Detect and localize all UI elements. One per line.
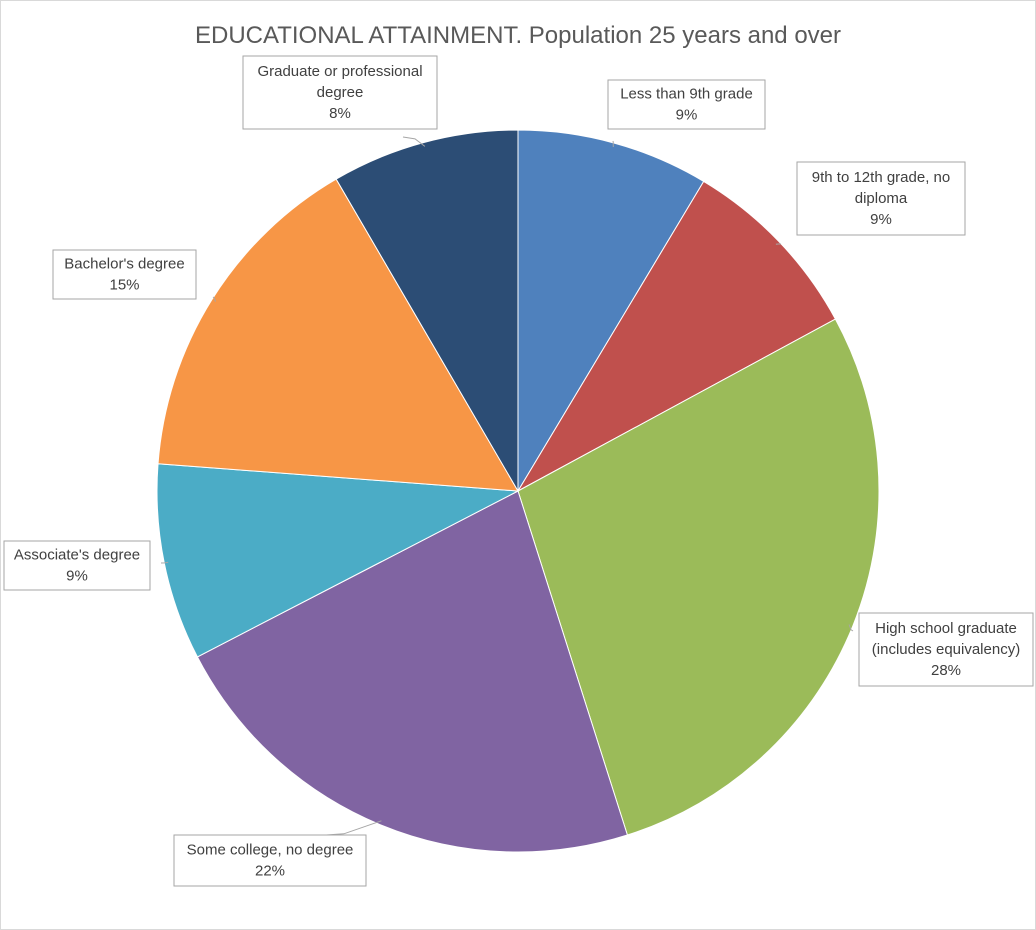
data-label-1: 9th to 12th grade, no diploma 9%: [775, 161, 966, 245]
leader-line-4: [160, 561, 169, 564]
data-label-3: Some college, no degree 22%: [173, 820, 382, 887]
pie-slice-0: [517, 129, 705, 493]
slice-percent-label: 9%: [676, 107, 698, 124]
callout-box-1: [796, 161, 966, 236]
data-label-5: Bachelor's degree 15%: [52, 249, 216, 302]
pie-slice-5: [157, 178, 519, 492]
slice-percent-label: 15%: [109, 277, 139, 294]
slice-category-label: (includes equivalency): [872, 641, 1020, 658]
data-label-6: Graduate or professional degree 8%: [242, 55, 438, 147]
data-label-4: Associate's degree 9%: [3, 540, 169, 591]
callout-box-2: [858, 612, 1034, 687]
slice-percent-label: 8%: [329, 105, 351, 122]
slice-percent-label: 22%: [255, 863, 285, 880]
leader-line-6: [402, 136, 426, 147]
slice-category-label: Bachelor's degree: [64, 256, 184, 273]
callout-box-0: [607, 79, 766, 130]
slice-percent-label: 28%: [931, 662, 961, 679]
slice-category-label: Some college, no degree: [187, 842, 354, 859]
slice-category-label: Less than 9th grade: [620, 86, 753, 103]
pie-slice-3: [196, 490, 629, 853]
chart-title: EDUCATIONAL ATTAINMENT. Population 25 ye…: [195, 22, 841, 49]
data-label-0: Less than 9th grade 9%: [607, 79, 766, 148]
callout-box-4: [3, 540, 151, 591]
slice-category-label: High school graduate: [875, 620, 1017, 637]
slice-category-label: Graduate or professional: [257, 63, 422, 80]
pie-slice-2: [517, 318, 880, 836]
slice-percent-label: 9%: [66, 568, 88, 585]
data-label-2: High school graduate (includes equivalenc…: [848, 612, 1034, 687]
leader-line-2: [848, 624, 854, 632]
callout-box-3: [173, 834, 367, 887]
pie-slices: [156, 129, 880, 853]
callout-box-5: [52, 249, 197, 300]
slice-category-label: diploma: [855, 190, 908, 207]
slice-percent-label: 9%: [870, 211, 892, 228]
leader-line-5: [212, 296, 216, 302]
pie-slice-6: [335, 129, 519, 493]
slice-category-label: degree: [317, 84, 364, 101]
pie-slice-1: [516, 180, 837, 493]
slice-category-label: 9th to 12th grade, no: [812, 169, 950, 186]
callout-box-6: [242, 55, 438, 130]
slice-category-label: Associate's degree: [14, 547, 140, 564]
